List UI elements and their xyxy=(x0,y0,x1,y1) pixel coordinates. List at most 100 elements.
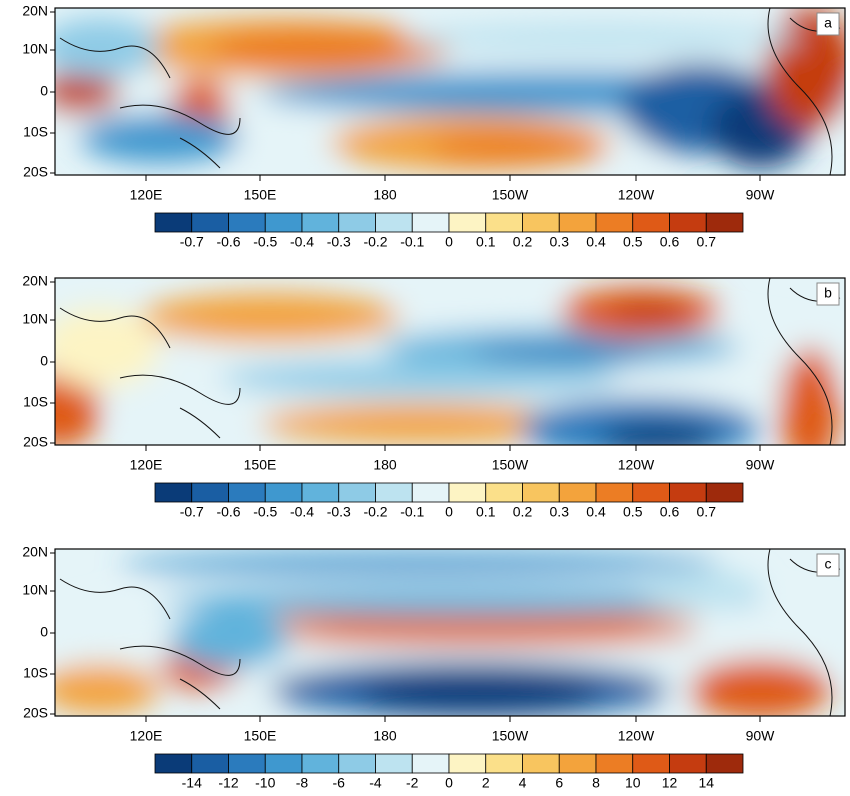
field-blob xyxy=(55,73,120,113)
colorbar-box xyxy=(558,753,597,774)
colorbar-label: -0.5 xyxy=(253,234,277,250)
colorbar-label: -0.4 xyxy=(290,234,314,250)
panel-label-box xyxy=(816,553,840,577)
colorbar-label: 0.2 xyxy=(513,504,533,520)
map-panel: a 20N 10N 0 10S 20S 120E 150E 180 150W 120W 90W -0.7… xyxy=(22,3,846,250)
colorbar-label: -0.7 xyxy=(180,234,204,250)
colorbar-label: 0.3 xyxy=(550,504,570,520)
map-panel: b 20N 10N 0 10S 20S 120E 150E 180 150W 120W 90W -0.7… xyxy=(22,273,846,520)
field-blob xyxy=(140,293,400,343)
field-blob xyxy=(55,664,160,714)
field-blob xyxy=(400,23,800,53)
field-blob xyxy=(600,423,720,445)
lat-label: 10N xyxy=(22,311,48,327)
colorbar-box xyxy=(154,482,193,503)
field-blob xyxy=(210,28,450,72)
lat-label: 0 xyxy=(40,353,48,369)
colorbar-label: 0.6 xyxy=(660,504,680,520)
colorbar-box xyxy=(375,212,413,233)
field-blob xyxy=(160,586,760,616)
colorbar-box xyxy=(338,482,376,503)
lat-label: 10N xyxy=(22,582,48,598)
colorbar-label: -12 xyxy=(218,775,238,791)
colorbar-box xyxy=(228,212,266,233)
colorbar-label: 14 xyxy=(698,775,714,791)
panel-label: c xyxy=(825,556,832,572)
colorbar-label: 12 xyxy=(662,775,678,791)
lat-label: 10S xyxy=(23,124,48,140)
field-blob xyxy=(470,343,650,363)
colorbar-label: -6 xyxy=(333,775,346,791)
lat-label: 0 xyxy=(40,624,48,640)
field-blob xyxy=(640,569,760,609)
colorbar-box xyxy=(301,482,340,503)
coastline xyxy=(59,278,841,445)
lat-label: 10S xyxy=(23,394,48,410)
lon-label: 180 xyxy=(373,728,397,744)
colorbar-box xyxy=(228,753,266,774)
lon-label: 120E xyxy=(130,187,163,203)
colorbar-box xyxy=(522,212,560,233)
field-blob xyxy=(780,348,840,445)
field-blobs xyxy=(55,288,845,445)
colorbar-label: 0.7 xyxy=(697,234,717,250)
lon-label: 150W xyxy=(492,457,529,473)
lat-label: 20N xyxy=(22,273,48,289)
colorbar-box xyxy=(522,753,560,774)
colorbar-label: -14 xyxy=(182,775,202,791)
colorbar-label: -0.4 xyxy=(290,504,314,520)
panel-label-box xyxy=(816,282,840,306)
lon-label: 150E xyxy=(244,187,277,203)
field xyxy=(55,8,845,175)
lat-label: 20S xyxy=(23,705,48,721)
colorbar-box xyxy=(522,482,560,503)
colorbar-box xyxy=(338,212,376,233)
colorbar-box xyxy=(264,212,303,233)
colorbar-box xyxy=(669,753,707,774)
coastline xyxy=(59,549,841,716)
coastline xyxy=(59,8,841,175)
field xyxy=(55,278,845,445)
colorbar-label: -0.3 xyxy=(327,504,351,520)
colorbar-box xyxy=(264,482,303,503)
colorbar-box xyxy=(705,212,744,233)
field-blob xyxy=(690,659,830,716)
colorbar-box xyxy=(669,212,707,233)
lon-label: 180 xyxy=(373,187,397,203)
colorbar-box xyxy=(485,482,523,503)
colorbar-label: 0.4 xyxy=(586,504,606,520)
colorbar-box xyxy=(338,753,376,774)
colorbar-box xyxy=(448,482,487,503)
colorbar-label: -0.3 xyxy=(327,234,351,250)
colorbar-box xyxy=(411,482,450,503)
field-blob xyxy=(610,301,690,325)
panel-label: b xyxy=(824,285,832,301)
colorbar-label: 4 xyxy=(519,775,527,791)
colorbar-box xyxy=(448,212,487,233)
colorbar-label: 0.2 xyxy=(513,234,533,250)
field-blob xyxy=(220,360,620,396)
colorbar-box xyxy=(595,212,634,233)
lat-label: 0 xyxy=(40,83,48,99)
colorbar-box xyxy=(558,482,597,503)
lat-label: 20S xyxy=(23,434,48,450)
colorbar-box xyxy=(485,753,523,774)
field-blob xyxy=(55,18,160,78)
colorbar-label: 0.3 xyxy=(550,234,570,250)
colorbar-label: 0 xyxy=(445,504,453,520)
lon-label: 90W xyxy=(746,457,776,473)
field xyxy=(55,549,845,716)
lon-label: 150W xyxy=(492,728,529,744)
panel-label-box xyxy=(816,12,840,36)
lon-label: 120W xyxy=(618,728,655,744)
lat-label: 20S xyxy=(23,164,48,180)
colorbar-box xyxy=(632,482,670,503)
colorbar-label: 0.1 xyxy=(476,234,496,250)
field-blobs xyxy=(55,552,845,716)
field-blobs xyxy=(55,8,845,171)
colorbar-box xyxy=(669,482,707,503)
colorbar-box xyxy=(154,753,193,774)
colorbar-label: 0.6 xyxy=(660,234,680,250)
